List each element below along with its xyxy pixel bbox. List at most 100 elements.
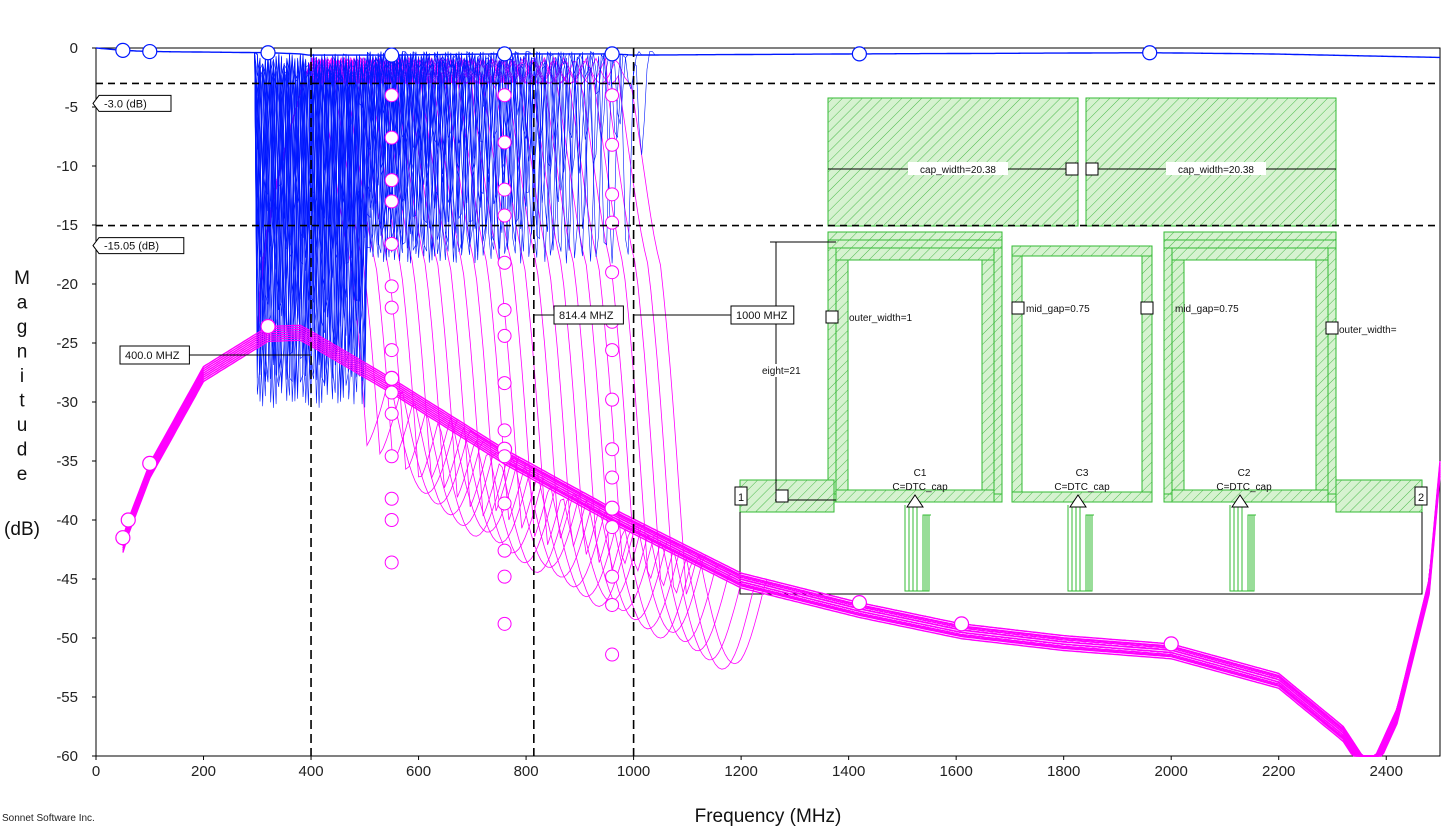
s11-marker	[384, 47, 400, 63]
y-tick-label: -10	[56, 158, 78, 175]
s21-marker	[604, 500, 620, 516]
capacitor-symbol	[1069, 494, 1087, 508]
dimension-label: outer_width=1	[849, 313, 913, 324]
threshold-label-box	[92, 237, 185, 255]
capacitor-symbol	[1231, 494, 1249, 508]
dimension-handle	[1140, 301, 1154, 315]
threshold-label: -3.0 (dB)	[104, 98, 147, 110]
dimension-handle	[1325, 321, 1339, 335]
s21-marker	[605, 647, 620, 662]
y-tick-label: -40	[56, 512, 78, 529]
s21-marker	[384, 279, 399, 294]
s21-marker	[384, 300, 399, 315]
y-tick-label: -55	[56, 689, 78, 706]
s21-envelope	[122, 333, 1441, 757]
layout-hatch	[836, 248, 994, 260]
s11-marker	[260, 45, 276, 61]
x-tick-label: 200	[191, 763, 216, 780]
capacitor-value: C=DTC_cap	[1054, 482, 1110, 493]
threshold-label: -15.05 (dB)	[104, 241, 159, 253]
s21-envelope	[122, 328, 1441, 757]
s21-marker	[497, 255, 512, 270]
s21-marker	[384, 130, 399, 145]
dimension-handle	[1011, 301, 1025, 315]
s21-marker	[120, 512, 136, 528]
layout-via-trace	[1079, 505, 1094, 592]
dimension-handle	[1065, 162, 1079, 176]
s21-marker	[497, 135, 512, 150]
port-label: 1	[738, 492, 744, 504]
y-tick-label: -20	[56, 276, 78, 293]
dimension-handle	[825, 310, 839, 324]
frequency-label: 1000 MHZ	[736, 310, 788, 322]
s21-marker	[384, 491, 399, 506]
x-tick-label: 2200	[1262, 763, 1295, 780]
threshold-label-box	[92, 94, 172, 112]
s21-marker	[605, 569, 620, 584]
s21-marker	[497, 616, 512, 631]
s21-marker	[605, 137, 620, 152]
layout-hatch	[828, 240, 836, 502]
reference-lines: -3.0 (dB) -15.05 (dB) 400.0 MHZ 814.4 MHZ 10…	[92, 48, 1440, 756]
layout-hatch	[1012, 492, 1152, 502]
x-tick-label: 1800	[1047, 763, 1080, 780]
s11-marker	[142, 43, 158, 60]
s21-marker	[605, 520, 620, 535]
x-axis-label: Frequency (MHz)	[695, 806, 842, 827]
x-tick-label: 2000	[1155, 763, 1188, 780]
layout-via-trace	[916, 505, 931, 592]
y-axis-letter: u	[17, 415, 28, 436]
layout-via-trace	[908, 505, 931, 592]
s21-marker	[260, 318, 276, 335]
layout-hatch	[1142, 246, 1152, 502]
s21-marker	[605, 215, 620, 230]
s21-marker	[605, 597, 620, 612]
s21-marker	[384, 88, 399, 103]
s21-marker	[384, 194, 399, 209]
footer-credit: Sonnet Software Inc.	[2, 813, 95, 824]
s21-marker	[605, 442, 620, 457]
layout-hatch	[1012, 246, 1022, 502]
dimension-handle	[1085, 162, 1099, 176]
frequency-label: 400.0 MHZ	[125, 350, 180, 362]
layout-hatch	[1172, 248, 1184, 502]
s21-envelope	[122, 324, 1441, 757]
dimension-label-bg	[908, 162, 1008, 175]
port-box	[1414, 486, 1428, 506]
s21-envelope	[122, 339, 1441, 757]
y-axis-letter: a	[17, 293, 28, 314]
capacitor-name: C3	[1076, 468, 1089, 479]
layout-hatch	[1164, 232, 1336, 240]
s21-marker	[851, 594, 867, 611]
capacitor-value: C=DTC_cap	[1216, 482, 1272, 493]
y-tick-label: -45	[56, 571, 78, 588]
s21-marker	[497, 182, 512, 197]
x-tick-label: 1200	[724, 763, 757, 780]
s21-marker	[497, 543, 512, 558]
layout-hatch	[1172, 248, 1328, 260]
layout-hatch	[994, 240, 1002, 502]
s21-marker	[497, 423, 512, 438]
s21-marker	[384, 370, 400, 386]
dimension-label: cap_width=20.38	[1178, 165, 1254, 176]
layout-via-trace	[1071, 505, 1094, 592]
layout-hatch	[1316, 248, 1328, 502]
layout-hatch	[1172, 490, 1328, 502]
x-tick-label: 0	[92, 763, 100, 780]
layout-ground-outline	[739, 512, 1423, 595]
x-tick-label: 1600	[939, 763, 972, 780]
s21-marker	[497, 496, 512, 511]
s21-marker	[605, 88, 620, 103]
capacitor-symbol	[906, 494, 924, 508]
s21-envelope	[122, 330, 1441, 757]
s21-marker	[605, 265, 620, 280]
s21-marker	[497, 376, 512, 391]
capacitor-value: C=DTC_cap	[892, 482, 948, 493]
s21-marker	[497, 328, 512, 343]
s21-marker	[605, 187, 620, 202]
s21-envelope	[122, 326, 1441, 757]
y-tick-label: -5	[65, 99, 78, 116]
y-tick-label: -30	[56, 394, 78, 411]
dimension-label: cap_width=20.38	[920, 165, 996, 176]
